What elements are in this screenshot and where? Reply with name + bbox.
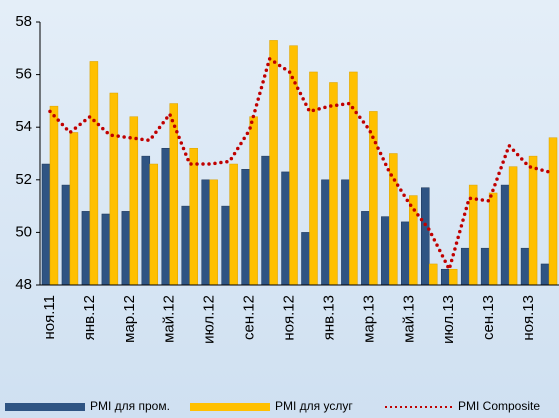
legend-label: PMI Composite: [458, 399, 540, 413]
x-tick-label: мар.13: [360, 295, 377, 343]
legend-label: PMI для услуг: [275, 399, 353, 413]
legend-swatch: [5, 403, 85, 411]
y-tick-label: 54: [15, 118, 32, 135]
x-tick-label: ноя.12: [280, 295, 297, 341]
bar: [201, 179, 210, 286]
bar: [161, 147, 170, 286]
bar: [109, 92, 119, 286]
legend-swatch: [190, 403, 270, 411]
y-tick-label: 52: [15, 171, 32, 188]
x-tick-label: сен.13: [480, 295, 497, 340]
bar: [269, 40, 278, 286]
bar: [101, 213, 111, 286]
bar: [480, 247, 490, 286]
bar: [429, 263, 438, 286]
x-tick-label: июл.13: [440, 295, 457, 344]
bar: [460, 247, 470, 286]
x-tick-label: июл.12: [201, 295, 218, 344]
bar: [289, 45, 298, 286]
bar: [249, 116, 258, 286]
bar: [281, 171, 290, 286]
bar: [329, 82, 338, 286]
bar: [349, 71, 358, 286]
bar: [520, 247, 530, 286]
bar: [301, 232, 310, 286]
bar: [129, 116, 139, 286]
bar: [261, 155, 270, 286]
bar: [229, 163, 238, 286]
bar: [500, 184, 510, 286]
line: [48, 56, 551, 275]
bar: [488, 192, 498, 286]
bar: [61, 184, 71, 286]
bar: [241, 169, 250, 286]
legend-label: PMI для пром.: [90, 399, 170, 413]
bar: [189, 147, 198, 286]
x-tick-label: янв.12: [81, 295, 98, 340]
bar: [149, 163, 159, 286]
bar: [508, 166, 518, 286]
bar: [89, 61, 99, 286]
x-tick-label: сен.12: [241, 295, 258, 340]
y-tick-label: 56: [15, 66, 32, 83]
bar: [309, 71, 318, 286]
bar: [121, 211, 131, 286]
bar: [528, 155, 538, 286]
bar: [181, 205, 190, 286]
bar: [421, 187, 430, 286]
bar: [389, 153, 398, 286]
bar: [361, 211, 370, 286]
bar: [141, 155, 151, 286]
bar: [448, 268, 458, 286]
y-tick-label: 50: [15, 223, 32, 240]
x-tick-label: ноя.13: [520, 295, 537, 341]
bar: [81, 211, 91, 286]
bar: [548, 137, 558, 286]
bar: [209, 179, 218, 286]
bar: [440, 268, 450, 286]
bar: [221, 205, 230, 286]
y-tick-label: 58: [15, 13, 32, 30]
bar: [341, 179, 350, 286]
bar: [540, 263, 550, 286]
bar: [41, 163, 51, 286]
x-tick-label: янв.13: [320, 295, 337, 340]
bar: [321, 179, 330, 286]
bar: [69, 132, 79, 286]
x-tick-label: мар.12: [121, 295, 138, 343]
x-tick-label: ноя.11: [41, 295, 58, 340]
bar: [381, 216, 390, 286]
y-tick-label: 48: [15, 276, 32, 293]
x-tick-label: май.13: [400, 295, 417, 343]
x-tick-label: май.12: [161, 295, 178, 343]
bar: [401, 221, 410, 286]
bar: [49, 105, 59, 286]
